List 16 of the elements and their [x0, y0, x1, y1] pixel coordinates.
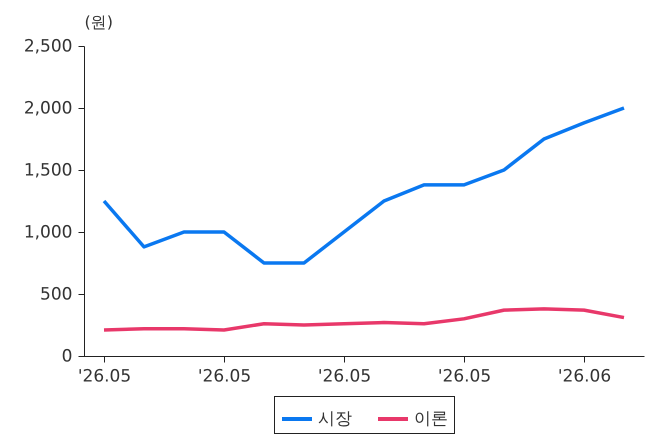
y-tick-label: 1,000 — [24, 222, 72, 242]
x-tick-label: '26.06 — [558, 366, 612, 386]
y-tick-label: 2,500 — [24, 36, 72, 56]
y-tick-label: 0 — [62, 346, 72, 366]
y-tick-label: 1,500 — [24, 160, 72, 180]
legend-label: 이론 — [414, 409, 448, 429]
x-tick-label: '26.05 — [198, 366, 252, 386]
y-axis-title: (원) — [84, 12, 113, 32]
x-tick-label: '26.05 — [78, 366, 132, 386]
legend-label: 시장 — [318, 409, 352, 429]
line-series — [102, 106, 626, 265]
x-tick-label: '26.05 — [438, 366, 492, 386]
x-tick-label: '26.05 — [318, 366, 372, 386]
y-tick-label: 500 — [40, 284, 72, 304]
line-series — [102, 307, 626, 332]
y-tick-label: 2,000 — [24, 98, 72, 118]
